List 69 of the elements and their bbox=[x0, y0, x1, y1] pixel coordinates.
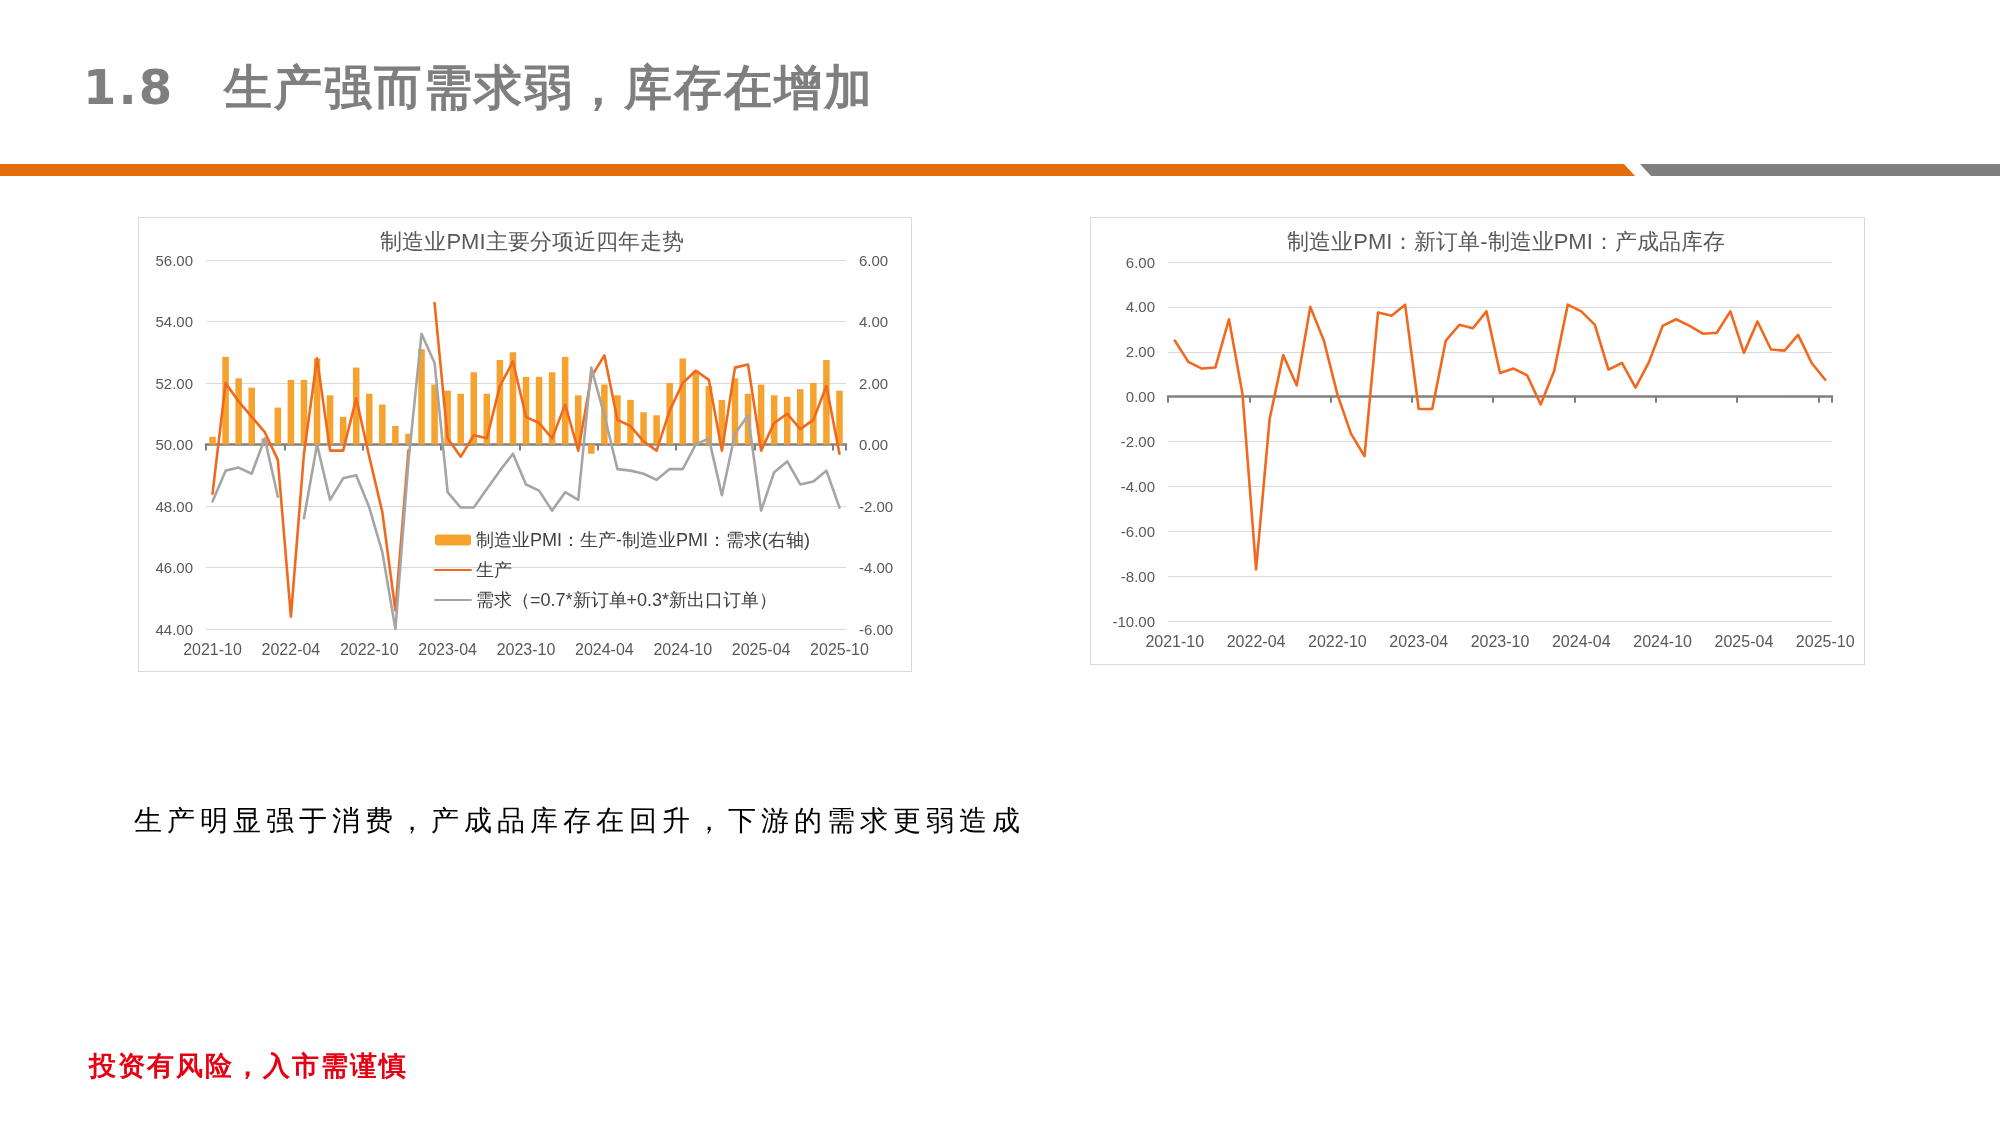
y2-tick-label: 6.00 bbox=[859, 251, 889, 269]
x-tick-label: 2024-10 bbox=[1633, 632, 1693, 650]
bar bbox=[588, 444, 595, 454]
x-tick-label: 2024-10 bbox=[653, 640, 713, 658]
y2-tick-label: 2.00 bbox=[859, 374, 889, 392]
x-tick-label: 2022-04 bbox=[1226, 632, 1286, 650]
chart-title: 制造业PMI：新订单-制造业PMI：产成品库存 bbox=[1287, 228, 1725, 254]
y-tick-label: -2.00 bbox=[1120, 433, 1155, 450]
bar bbox=[274, 407, 282, 445]
x-tick-label: 2021-10 bbox=[183, 640, 242, 658]
y-tick-label: 50.00 bbox=[155, 436, 193, 453]
bar bbox=[653, 415, 660, 445]
bar bbox=[457, 393, 464, 445]
x-tick-label: 2025-04 bbox=[1714, 632, 1774, 650]
legend-label: 需求（=0.7*新订单+0.3*新出口订单） bbox=[476, 590, 778, 610]
y-tick-label: 6.00 bbox=[1125, 253, 1155, 271]
chart-title: 制造业PMI主要分项近四年走势 bbox=[380, 228, 684, 254]
x-tick-label: 2024-04 bbox=[575, 640, 634, 658]
y2-tick-label: 4.00 bbox=[859, 313, 889, 330]
y2-tick-label: -6.00 bbox=[859, 620, 894, 638]
x-tick-label: 2024-04 bbox=[1551, 632, 1611, 650]
y-tick-label: 56.00 bbox=[155, 251, 193, 269]
bar bbox=[836, 390, 843, 445]
x-tick-label: 2025-04 bbox=[731, 640, 791, 658]
x-tick-label: 2022-04 bbox=[261, 640, 321, 658]
y-tick-label: -4.00 bbox=[1120, 477, 1155, 495]
x-tick-label: 2025-10 bbox=[1795, 632, 1855, 650]
text: 1.8 生产强而需求弱，库存在增加 bbox=[83, 58, 875, 117]
bar bbox=[209, 436, 216, 445]
x-tick-label: 2023-10 bbox=[1470, 632, 1530, 650]
bar bbox=[627, 399, 634, 445]
y-tick-label: 52.00 bbox=[155, 374, 193, 392]
bar bbox=[392, 426, 399, 445]
y-tick-label: 0.00 bbox=[1125, 388, 1155, 406]
bar bbox=[810, 383, 817, 445]
x-tick-label: 2022-10 bbox=[1308, 632, 1367, 650]
text: 生产明显强于消费，产成品库存在回升，下游的需求更弱造成 bbox=[134, 804, 1025, 838]
y-tick-label: -8.00 bbox=[1120, 567, 1155, 585]
y-tick-label: 2.00 bbox=[1125, 343, 1155, 361]
x-tick-label: 2025-10 bbox=[810, 640, 869, 658]
x-tick-label: 2023-04 bbox=[1389, 632, 1449, 650]
x-tick-label: 2023-04 bbox=[418, 640, 478, 658]
y-tick-label: -10.00 bbox=[1112, 612, 1155, 630]
x-tick-label: 2022-10 bbox=[339, 640, 399, 658]
y-tick-label: -6.00 bbox=[1120, 522, 1155, 540]
legend-label: 制造业PMI：生产-制造业PMI：需求(右轴) bbox=[476, 530, 810, 550]
x-tick-label: 2023-10 bbox=[496, 640, 556, 658]
x-tick-label: 2021-10 bbox=[1145, 632, 1205, 650]
y-tick-label: 46.00 bbox=[155, 559, 193, 576]
line-series bbox=[1173, 303, 1827, 571]
y2-tick-label: -2.00 bbox=[859, 497, 894, 515]
bar bbox=[470, 372, 478, 445]
y-tick-label: 44.00 bbox=[155, 620, 193, 638]
y-tick-label: 48.00 bbox=[155, 497, 193, 515]
bar bbox=[235, 378, 242, 445]
bar bbox=[797, 389, 804, 445]
bar bbox=[379, 404, 386, 445]
y-tick-label: 4.00 bbox=[1125, 298, 1155, 316]
bar bbox=[366, 393, 373, 445]
bar bbox=[287, 379, 295, 445]
y2-tick-label: -4.00 bbox=[859, 559, 894, 576]
legend-label: 生产 bbox=[476, 560, 512, 580]
y2-tick-label: 0.00 bbox=[859, 436, 889, 453]
bar bbox=[431, 384, 438, 445]
bar bbox=[418, 349, 425, 445]
bar bbox=[679, 358, 686, 445]
bar bbox=[248, 387, 255, 445]
text: 投资有风险，入市需谨慎 bbox=[89, 1050, 408, 1083]
y-tick-label: 54.00 bbox=[155, 313, 193, 330]
